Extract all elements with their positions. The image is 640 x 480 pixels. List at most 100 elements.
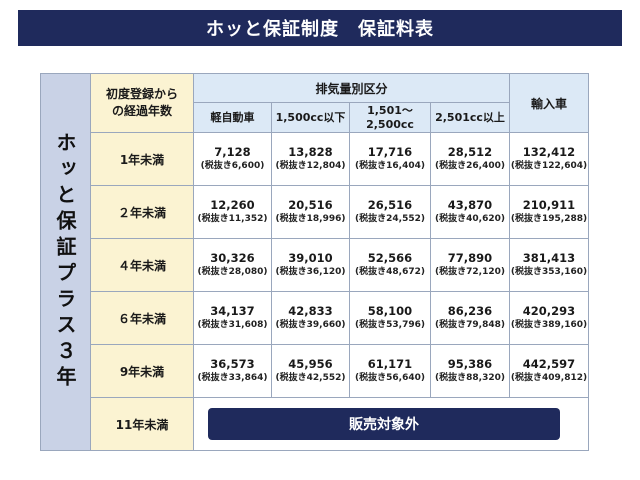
price-tax-excluded: (税抜き72,120) xyxy=(435,267,505,277)
header-elapsed-years: 初度登録から の経過年数 xyxy=(91,73,194,133)
price-tax-excluded: (税抜き53,796) xyxy=(355,320,425,330)
header-col-line1: 軽自動車 xyxy=(210,110,255,124)
price-cell: 39,010 (税抜き36,120) xyxy=(272,239,350,292)
price-amount: 13,828 xyxy=(288,145,333,159)
price-amount: 7,128 xyxy=(214,145,251,159)
price-amount: 45,956 xyxy=(288,357,333,371)
price-cell: 95,386 (税抜き88,320) xyxy=(431,345,510,398)
price-tax-excluded: (税抜き40,620) xyxy=(435,214,505,224)
price-tax-excluded: (税抜き24,552) xyxy=(355,214,425,224)
price-cell: 210,911 (税抜き195,288) xyxy=(510,186,589,239)
price-amount: 381,413 xyxy=(522,251,576,265)
price-amount: 20,516 xyxy=(288,198,333,212)
side-label: ホッと保証プラス３年 xyxy=(53,132,77,392)
price-amount: 36,573 xyxy=(210,357,255,371)
price-amount: 17,716 xyxy=(367,145,413,159)
price-amount: 28,512 xyxy=(447,145,493,159)
price-tax-excluded: (税抜き88,320) xyxy=(435,373,505,383)
row-label: 9年未満 xyxy=(91,345,194,398)
price-amount: 52,566 xyxy=(367,251,413,265)
price-tax-excluded: (税抜き79,848) xyxy=(435,320,505,330)
price-cell: 13,828 (税抜き12,804) xyxy=(272,133,350,186)
side-label-column: ホッと保証プラス３年 xyxy=(40,73,91,451)
price-cell: 58,100 (税抜き53,796) xyxy=(350,292,431,345)
price-amount: 42,833 xyxy=(288,304,333,318)
header-1501-2500cc: 1,501～ 2,500cc xyxy=(350,103,431,133)
price-cell: 132,412 (税抜き122,604) xyxy=(510,133,589,186)
header-kei-car: 軽自動車 xyxy=(194,103,272,133)
price-cell: 17,716 (税抜き16,404) xyxy=(350,133,431,186)
row-label: ２年未満 xyxy=(91,186,194,239)
price-amount: 132,412 xyxy=(522,145,576,159)
header-displacement-group: 排気量別区分 xyxy=(194,73,510,103)
not-for-sale-cell: 販売対象外 xyxy=(194,398,589,451)
not-for-sale-banner: 販売対象外 xyxy=(208,408,560,440)
price-tax-excluded: (税抜き28,080) xyxy=(197,267,268,277)
price-cell: 420,293 (税抜き389,160) xyxy=(510,292,589,345)
row-label: ６年未満 xyxy=(91,292,194,345)
price-amount: 30,326 xyxy=(210,251,255,265)
price-cell: 442,597 (税抜き409,812) xyxy=(510,345,589,398)
price-cell: 77,890 (税抜き72,120) xyxy=(431,239,510,292)
header-over-2501cc: 2,501cc以上 xyxy=(431,103,510,133)
price-cell: 36,573 (税抜き33,864) xyxy=(194,345,272,398)
price-tax-excluded: (税抜き48,672) xyxy=(355,267,425,277)
price-tax-excluded: (税抜き26,400) xyxy=(435,161,505,171)
header-elapsed-years-line2: の経過年数 xyxy=(111,104,172,118)
price-cell: 52,566 (税抜き48,672) xyxy=(350,239,431,292)
price-amount: 442,597 xyxy=(522,357,576,371)
price-tax-excluded: (税抜き6,600) xyxy=(200,161,265,171)
price-tax-excluded: (税抜き195,288) xyxy=(510,214,588,224)
row-label: ４年未満 xyxy=(91,239,194,292)
page-title: ホッと保証制度 保証料表 xyxy=(18,10,622,46)
price-cell: 12,260 (税抜き11,352) xyxy=(194,186,272,239)
price-amount: 39,010 xyxy=(288,251,333,265)
price-amount: 210,911 xyxy=(522,198,576,212)
price-amount: 420,293 xyxy=(522,304,576,318)
price-cell: 26,516 (税抜き24,552) xyxy=(350,186,431,239)
price-cell: 28,512 (税抜き26,400) xyxy=(431,133,510,186)
row-label: 1年未満 xyxy=(91,133,194,186)
price-cell: 7,128 (税抜き6,600) xyxy=(194,133,272,186)
price-cell: 45,956 (税抜き42,552) xyxy=(272,345,350,398)
price-tax-excluded: (税抜き122,604) xyxy=(510,161,588,171)
price-tax-excluded: (税抜き409,812) xyxy=(510,373,588,383)
price-cell: 30,326 (税抜き28,080) xyxy=(194,239,272,292)
price-amount: 77,890 xyxy=(447,251,493,265)
header-col-line1: 2,501cc以上 xyxy=(435,110,505,124)
price-tax-excluded: (税抜き16,404) xyxy=(355,161,425,171)
row-label: 11年未満 xyxy=(91,398,194,451)
price-tax-excluded: (税抜き33,864) xyxy=(197,373,268,383)
price-tax-excluded: (税抜き36,120) xyxy=(275,267,346,277)
price-tax-excluded: (税抜き11,352) xyxy=(197,214,268,224)
price-tax-excluded: (税抜き18,996) xyxy=(275,214,346,224)
price-cell: 86,236 (税抜き79,848) xyxy=(431,292,510,345)
price-tax-excluded: (税抜き39,660) xyxy=(275,320,346,330)
header-elapsed-years-line1: 初度登録から xyxy=(105,87,178,101)
header-imported-car: 輸入車 xyxy=(510,73,589,133)
header-col-line1: 1,500cc以下 xyxy=(275,110,346,124)
price-amount: 58,100 xyxy=(367,304,413,318)
price-amount: 34,137 xyxy=(210,304,255,318)
price-tax-excluded: (税抜き12,804) xyxy=(275,161,346,171)
warranty-fee-table: ホッと保証プラス３年 初度登録から の経過年数 排気量別区分 輸入車 軽自動車 … xyxy=(40,73,598,451)
price-amount: 26,516 xyxy=(367,198,413,212)
price-amount: 86,236 xyxy=(447,304,493,318)
price-cell: 42,833 (税抜き39,660) xyxy=(272,292,350,345)
header-col-line2: 2,500cc xyxy=(366,117,414,131)
header-col-line1: 1,501～ xyxy=(367,103,413,117)
price-cell: 34,137 (税抜き31,608) xyxy=(194,292,272,345)
header-under-1500cc: 1,500cc以下 xyxy=(272,103,350,133)
price-cell: 20,516 (税抜き18,996) xyxy=(272,186,350,239)
price-cell: 381,413 (税抜き353,160) xyxy=(510,239,589,292)
price-amount: 43,870 xyxy=(447,198,493,212)
price-tax-excluded: (税抜き42,552) xyxy=(275,373,346,383)
price-amount: 61,171 xyxy=(367,357,413,371)
price-cell: 43,870 (税抜き40,620) xyxy=(431,186,510,239)
price-tax-excluded: (税抜き353,160) xyxy=(510,267,588,277)
price-tax-excluded: (税抜き31,608) xyxy=(197,320,268,330)
price-tax-excluded: (税抜き56,640) xyxy=(355,373,425,383)
price-amount: 95,386 xyxy=(447,357,493,371)
price-cell: 61,171 (税抜き56,640) xyxy=(350,345,431,398)
price-amount: 12,260 xyxy=(210,198,255,212)
